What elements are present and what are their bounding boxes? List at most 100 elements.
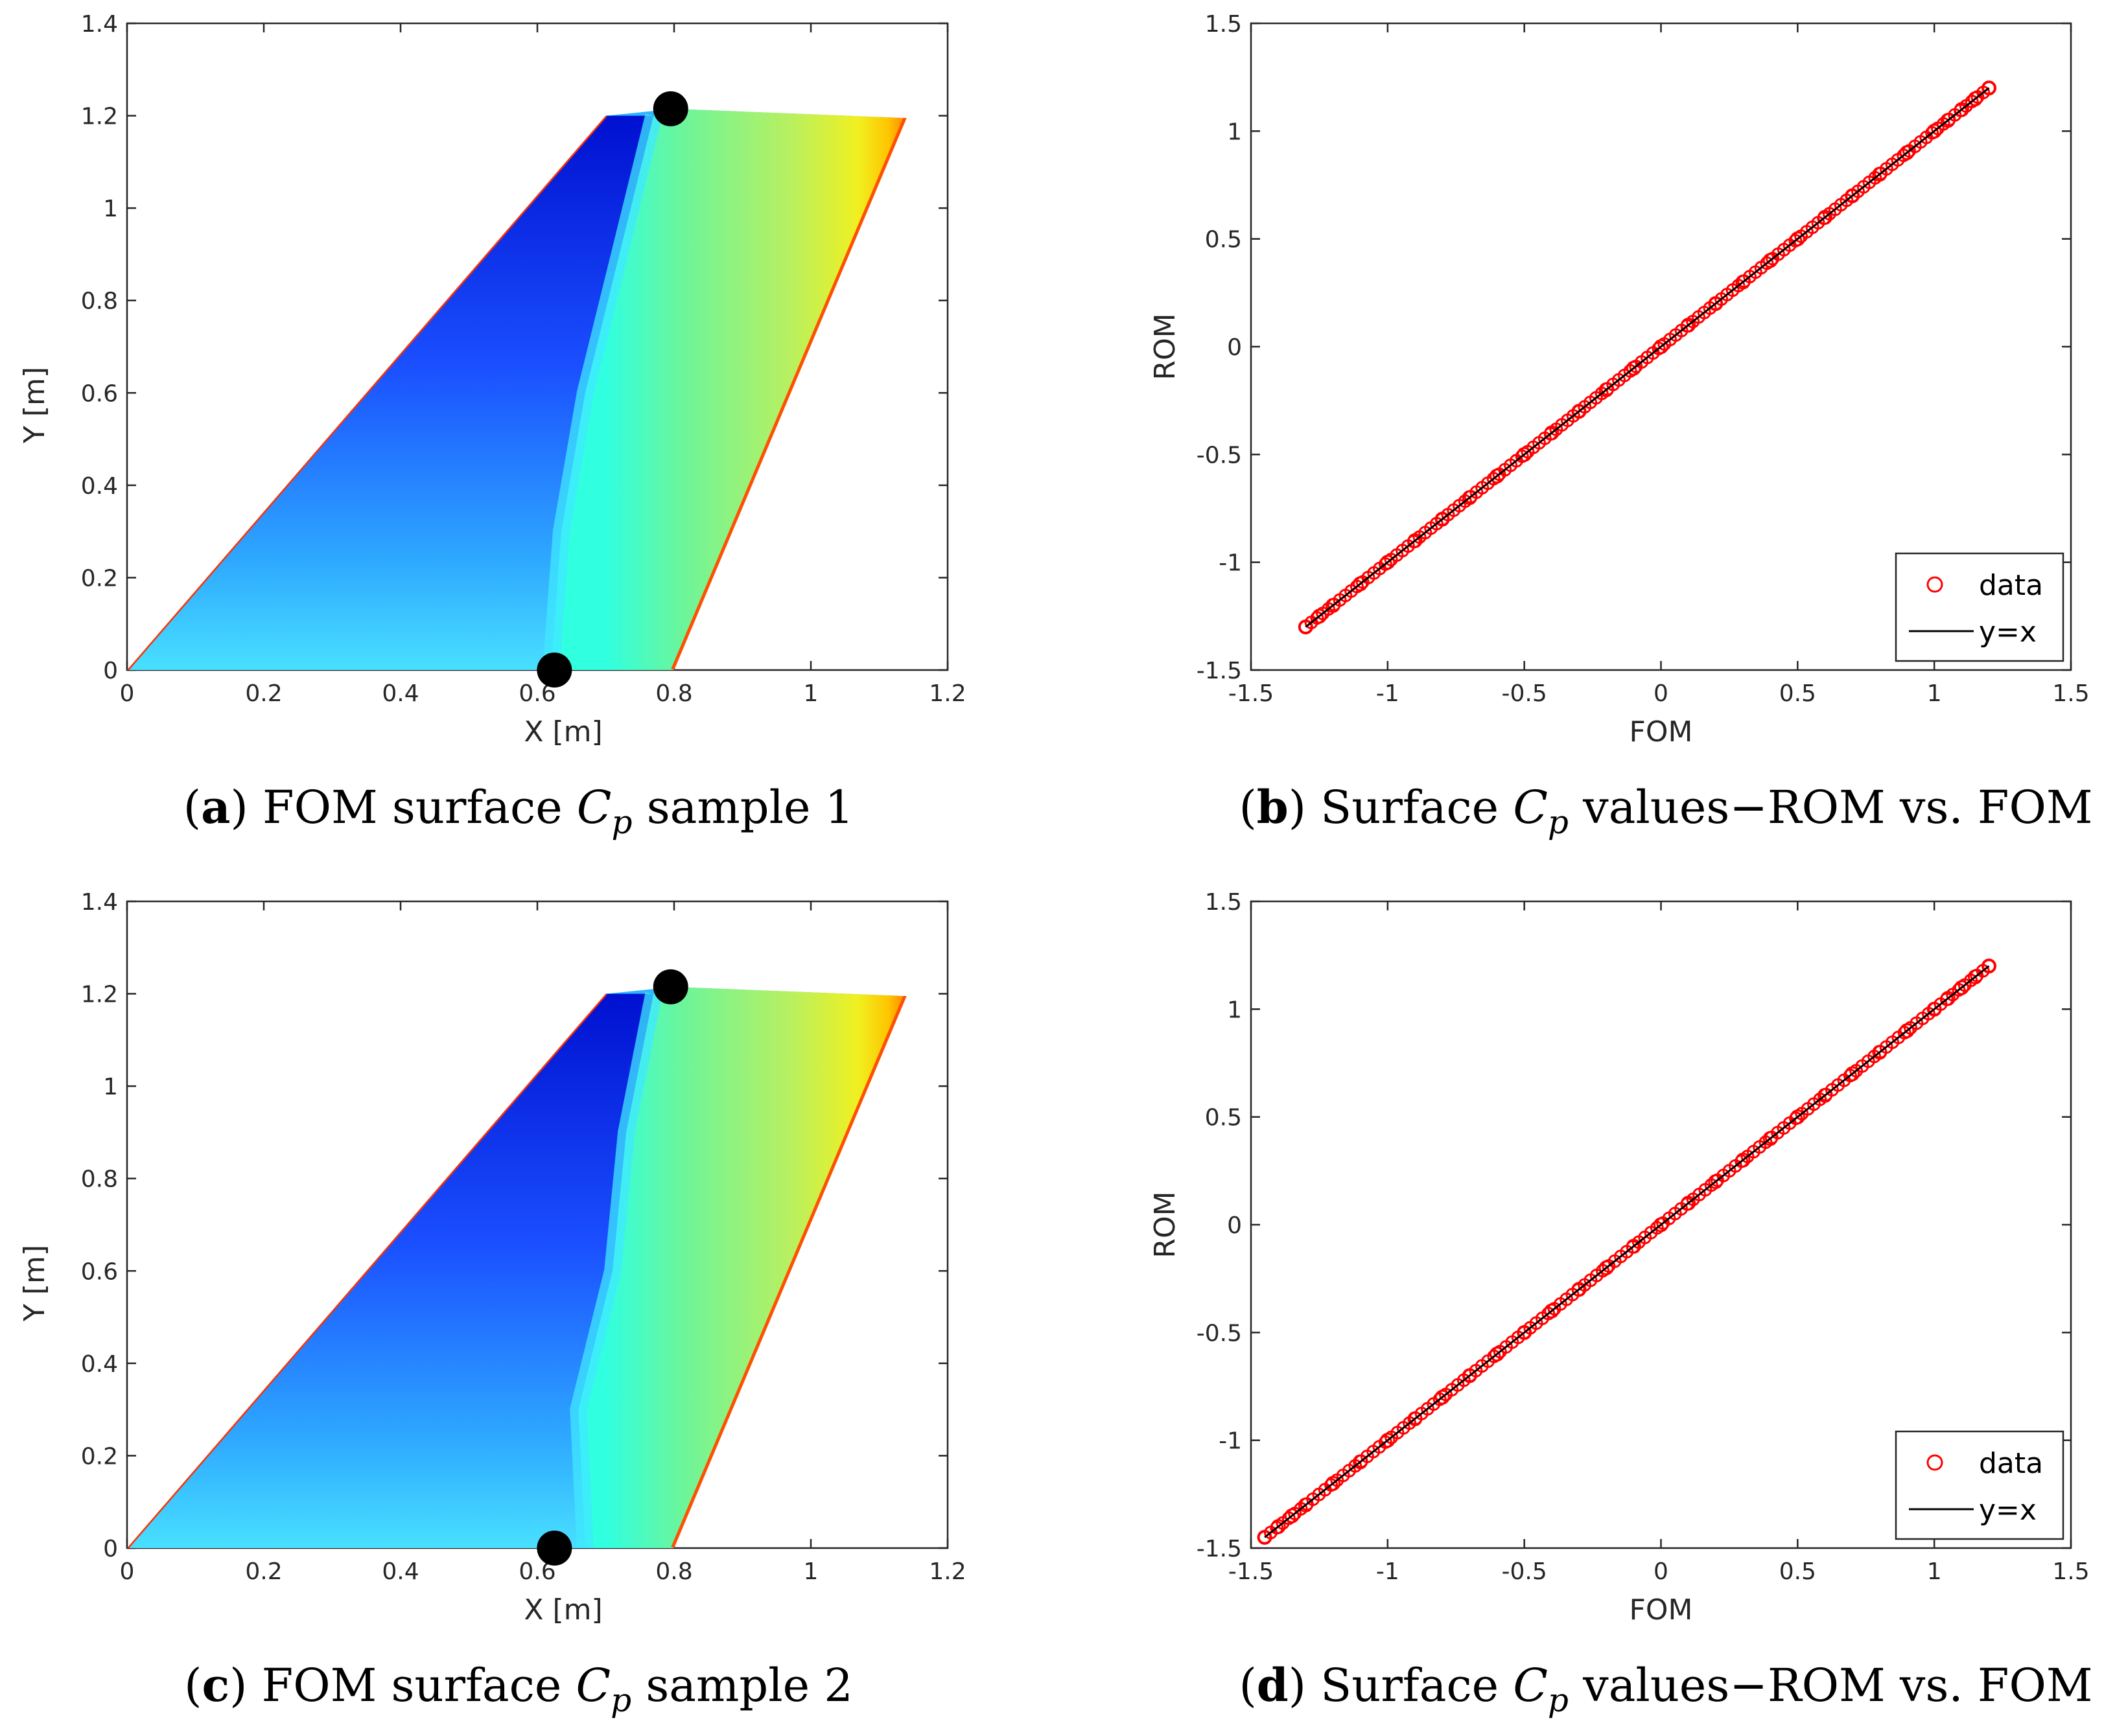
data-point — [1462, 490, 1477, 505]
x-tick-label: 0.5 — [1779, 680, 1816, 707]
data-point — [1544, 1303, 1560, 1319]
x-tick-label: 1 — [1927, 1558, 1942, 1585]
x-tick-label: 0 — [120, 1558, 135, 1585]
y-tick-label: -1 — [1219, 550, 1242, 577]
data-point — [1326, 1476, 1340, 1491]
x-tick-label: 1.2 — [929, 1558, 966, 1585]
data-point — [1626, 360, 1641, 376]
data-point — [1899, 145, 1915, 161]
caption-text-after: values−ROM vs. FOM — [1569, 1659, 2093, 1712]
data-point — [1981, 80, 1996, 96]
y-tick-label: -1 — [1219, 1428, 1242, 1455]
y-tick-label: 0 — [1227, 334, 1242, 361]
data-point — [1954, 980, 1969, 995]
caption: (a) FOM surface Cp sample 1 — [183, 780, 854, 841]
data-point — [1407, 533, 1423, 548]
data-point — [1353, 1454, 1368, 1470]
data-point — [1735, 274, 1751, 290]
x-tick-label: 0 — [120, 680, 135, 707]
data-point — [1311, 608, 1327, 624]
probe-marker — [653, 969, 688, 1004]
caption-text-after: values−ROM vs. FOM — [1569, 781, 2093, 834]
data-point — [1872, 167, 1888, 182]
y-tick-label: 1 — [1227, 119, 1242, 145]
x-tick-label: -0.5 — [1502, 680, 1547, 707]
y-axis-label: ROM — [1149, 313, 1182, 380]
x-tick-label: 0 — [1654, 680, 1668, 707]
y-tick-label: -1.5 — [1197, 658, 1242, 684]
data-point — [1790, 1109, 1805, 1125]
y-axis-label: Y [m] — [18, 1245, 51, 1322]
y-tick-label: 0.8 — [81, 288, 118, 315]
x-tick-label: 0.8 — [655, 1558, 692, 1585]
caption-letter: c — [202, 1658, 229, 1712]
data-point — [1790, 231, 1805, 247]
data-point — [1434, 1389, 1450, 1405]
x-tick-label: 0.4 — [382, 1558, 419, 1585]
x-tick-label: -1 — [1376, 1558, 1399, 1585]
recovery-region — [578, 986, 907, 1548]
data-point — [1818, 209, 1832, 225]
data-point — [1818, 1087, 1832, 1103]
x-axis-label: FOM — [1630, 1593, 1693, 1626]
x-tick-label: 1.2 — [929, 680, 966, 707]
y-axis-label: ROM — [1149, 1191, 1182, 1258]
caption-text: FOM surface — [263, 781, 577, 834]
data-point — [1598, 382, 1614, 398]
data-point — [1845, 1066, 1860, 1082]
data-point — [1380, 555, 1396, 570]
caption: (c) FOM surface Cp sample 2 — [184, 1658, 853, 1719]
suction-region — [127, 115, 654, 671]
y-tick-label: 0.8 — [81, 1166, 118, 1193]
legend-box — [1895, 1430, 2064, 1540]
panel-b: -1.5 -1 -0.5 0 0.5 1 1.5 -1.5 -1 -0.5 0 0.5 1 1.5 data… — [1149, 11, 2093, 841]
x-tick-label: 1 — [804, 680, 819, 707]
caption-math: C — [576, 1659, 611, 1712]
x-axis-label: X [m] — [524, 715, 602, 748]
legend-marker-data — [1926, 1454, 1943, 1471]
y-tick-label: 1 — [103, 196, 118, 222]
caption-math: C — [1513, 781, 1548, 834]
data-point — [1462, 1368, 1477, 1383]
y-tick-label: 1.5 — [1205, 11, 1242, 38]
probe-marker — [653, 91, 688, 126]
y-tick-label: 1 — [1227, 997, 1242, 1023]
data-point — [1940, 113, 1956, 128]
legend-marker-data — [1926, 576, 1943, 593]
caption: (b) Surface Cp values−ROM vs. FOM — [1239, 780, 2092, 841]
data-point — [1845, 188, 1860, 203]
data-point — [1708, 295, 1724, 311]
caption-letter: b — [1257, 780, 1289, 834]
data-point — [1967, 969, 1983, 984]
y-tick-label: 0.4 — [81, 1351, 118, 1378]
caption-text: Surface — [1320, 1659, 1513, 1712]
x-axis-label: X [m] — [524, 1593, 602, 1626]
x-tick-label: 0.2 — [245, 680, 282, 707]
data-point — [1544, 425, 1560, 441]
y-tick-label: 0 — [1227, 1212, 1242, 1239]
data-point — [1270, 1519, 1286, 1534]
data-point — [1298, 619, 1313, 634]
x-tick-label: 1.5 — [2052, 680, 2089, 707]
x-tick-label: 0.8 — [655, 680, 692, 707]
x-tick-label: -0.5 — [1502, 1558, 1547, 1585]
panel-c: 0 0.2 0.4 0.6 0.8 1 1.200.20.40.60.811.21.4X [… — [18, 889, 966, 1719]
y-tick-label: -0.5 — [1197, 1320, 1242, 1347]
caption-text-after: sample 2 — [631, 1659, 853, 1712]
shock-line — [543, 113, 662, 671]
data-point — [1490, 1347, 1504, 1362]
y-tick-label: -1.5 — [1197, 1536, 1242, 1562]
y-tick-label: 1.2 — [81, 104, 118, 130]
x-tick-label: 1 — [804, 1558, 819, 1585]
data-point — [1708, 1174, 1724, 1189]
shock-line — [570, 992, 662, 1548]
data-point — [1954, 102, 1969, 117]
x-tick-label: -1.5 — [1228, 680, 1274, 707]
y-tick-label: 0.6 — [81, 1258, 118, 1285]
legend-label-line: y=x — [1979, 616, 2037, 649]
probe-marker — [537, 653, 572, 688]
y-tick-label: 1.5 — [1205, 889, 1242, 916]
y-tick-label: 1.4 — [81, 11, 118, 38]
legend-label-data: data — [1979, 569, 2043, 602]
data-point — [1434, 511, 1450, 527]
